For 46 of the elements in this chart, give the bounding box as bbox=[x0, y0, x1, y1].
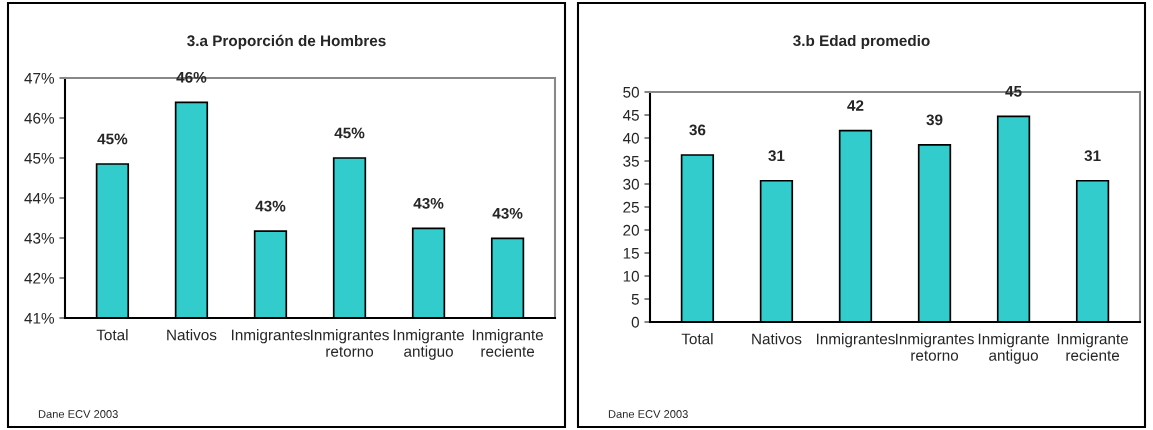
y-tick-label: 46% bbox=[24, 112, 55, 124]
data-label: 46% bbox=[176, 71, 207, 83]
data-label: 36 bbox=[689, 124, 706, 136]
x-tick-label: Nativos bbox=[167, 329, 217, 341]
y-tick-label: 50 bbox=[623, 86, 639, 98]
y-tick-label: 41% bbox=[24, 312, 55, 324]
y-tick-label: 30 bbox=[623, 178, 639, 190]
y-tick-label: 35 bbox=[623, 155, 639, 167]
x-tick-label: Nativos bbox=[752, 333, 802, 345]
y-tick-label: 0 bbox=[631, 316, 639, 328]
data-label: 45% bbox=[97, 133, 128, 145]
y-tick-label: 40 bbox=[622, 132, 639, 144]
chart-title: 3.a Proporción de Hombres bbox=[187, 34, 386, 50]
data-label: 31 bbox=[1084, 150, 1101, 162]
text: Dane ECV 2003 bbox=[38, 410, 118, 418]
data-label: 39 bbox=[926, 114, 943, 126]
x-tick-label: Inmigrantes bbox=[816, 333, 895, 348]
y-tick-label: 43% bbox=[24, 232, 55, 244]
y-tick-label: 5 bbox=[631, 294, 639, 305]
y-tick-label: 47% bbox=[24, 72, 55, 84]
y-tick-label: 15 bbox=[623, 248, 639, 259]
x-tick-label: Total bbox=[681, 333, 713, 345]
y-tick-label: 45% bbox=[24, 152, 55, 164]
data-label: 45 bbox=[1005, 86, 1022, 97]
y-tick-label: 44% bbox=[24, 192, 55, 204]
x-tick-label: Inmigrantes bbox=[231, 329, 310, 344]
x-tick-label: Inmigrante antiguo bbox=[978, 333, 1049, 364]
x-tick-label: Inmigrante antiguo bbox=[393, 329, 464, 360]
data-label: 31 bbox=[768, 150, 785, 162]
x-tick-label: Inmigrante reciente bbox=[472, 329, 543, 357]
data-label: 43% bbox=[492, 207, 523, 219]
data-label: 42 bbox=[847, 100, 864, 111]
y-tick-label: 45 bbox=[622, 110, 639, 121]
x-tick-label: Inmigrantes retorno bbox=[896, 333, 974, 361]
y-tick-label: 10 bbox=[623, 270, 639, 282]
y-tick-label: 25 bbox=[623, 201, 639, 213]
data-label: 43% bbox=[255, 200, 286, 212]
y-tick-label: 20 bbox=[623, 224, 639, 236]
x-tick-label: Inmigrantes retorno bbox=[311, 329, 389, 357]
data-label: 45% bbox=[334, 127, 365, 139]
x-tick-label: Total bbox=[96, 329, 128, 341]
data-label: 43% bbox=[413, 197, 444, 209]
chart-title: 3.b Edad promedio bbox=[793, 34, 930, 50]
x-tick-label: Inmigrante reciente bbox=[1057, 333, 1128, 361]
y-tick-label: 42% bbox=[24, 272, 55, 284]
text: Dane ECV 2003 bbox=[608, 410, 688, 418]
